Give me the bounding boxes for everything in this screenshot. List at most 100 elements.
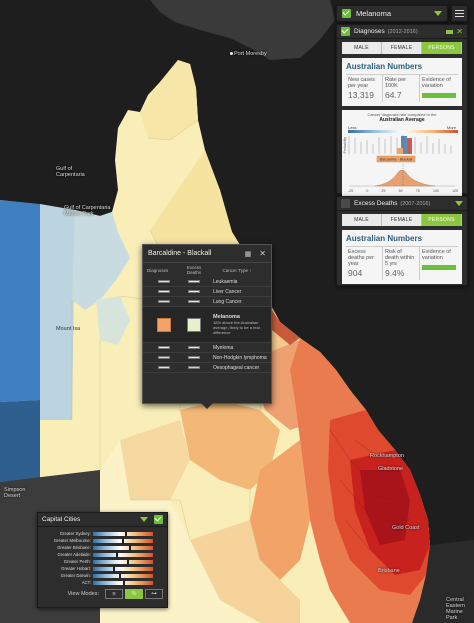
capital-name: Greater Melbourne:: [53, 538, 91, 543]
grid-icon[interactable]: ▦: [244, 250, 252, 258]
label-gold-coast: Gold Coast: [392, 525, 420, 531]
risk-label: Risk of death within 5 yrs: [385, 249, 415, 267]
excess-swatch: [188, 346, 200, 349]
capital-gradient-bar: [93, 579, 153, 586]
excess-collapse-icon[interactable]: [455, 201, 463, 206]
chart-caption-bold: Australian Average: [379, 117, 425, 123]
col-cancer-type[interactable]: Cancer Type ↑: [207, 268, 267, 273]
capital-row[interactable]: Greater Perth:: [38, 558, 167, 565]
excess-years: (2007-2016): [400, 200, 431, 207]
less-label: Less: [348, 125, 357, 130]
label-gladstone: Gladstone: [378, 466, 404, 472]
capital-name: ACT:: [81, 580, 91, 585]
tooltip-row[interactable]: Oesophageal cancer: [143, 363, 271, 373]
diagnoses-swatch: [158, 346, 170, 349]
excess-title: Excess Deaths: [354, 200, 398, 207]
diagnoses-checkbox[interactable]: [341, 27, 350, 36]
cancer-type-name: Oesophageal cancer: [213, 364, 260, 371]
tooltip-close-icon[interactable]: ✕: [259, 249, 266, 258]
selected-area-label: Barcaldine - Blackall: [380, 158, 413, 162]
tick: 100: [432, 189, 439, 193]
capital-gradient-bar: [93, 558, 153, 565]
diagnoses-swatch: [158, 356, 170, 359]
capital-row[interactable]: Greater Hobart:: [38, 565, 167, 572]
tab-female[interactable]: FEMALE: [382, 214, 422, 226]
close-icon[interactable]: ✕: [456, 27, 463, 36]
excess-deaths-value: 904: [348, 268, 363, 278]
tooltip-row[interactable]: Melanoma 18% above the Australian average…: [143, 307, 271, 343]
diagnoses-card: Australian Numbers New cases per year 13,…: [342, 58, 462, 106]
minimize-icon[interactable]: [446, 29, 454, 34]
cancer-dropdown-icon[interactable]: [434, 11, 442, 16]
capital-marker: [119, 572, 121, 579]
capital-row[interactable]: Greater Melbourne:: [38, 537, 167, 544]
diagnoses-sex-tabs: MALE FEMALE PERSONS: [342, 42, 462, 54]
cancer-type-name: Non-Hodgkin lymphoma: [213, 354, 267, 361]
diagnoses-swatch: [157, 317, 171, 332]
city-dot-port-moresby: [230, 52, 233, 55]
capital-marker: [129, 544, 132, 551]
menu-button[interactable]: [451, 5, 468, 22]
col-cancer-label: Cancer Type: [222, 267, 248, 273]
col-excess: Excess Deaths: [186, 265, 202, 275]
diagnoses-swatch: [158, 290, 170, 293]
capital-name: Greater Adelaide:: [57, 552, 91, 557]
variation-plot: Barcaldine - Blackall: [348, 135, 455, 187]
label-gulf-marine-park: Gulf of Carpentaria Marine Park: [64, 205, 111, 217]
x-ticks: -25 0 25 50 75 100 125: [348, 189, 458, 193]
view-modes: View Modes: ≡ % ⊶: [38, 586, 167, 599]
excess-checkbox[interactable]: [341, 199, 350, 208]
label-gulf-of-carpentaria: Gulf of Carpentaria: [56, 166, 85, 178]
capital-row[interactable]: Greater Brisbane:: [38, 544, 167, 551]
diagnoses-title: Diagnoses: [354, 28, 385, 35]
capital-row[interactable]: ACT:: [38, 579, 167, 586]
capital-name: Greater Perth:: [63, 559, 91, 564]
capital-row[interactable]: Greater Sydney:: [38, 530, 167, 537]
capital-name: Greater Sydney:: [59, 531, 91, 536]
cancer-selector[interactable]: Melanoma: [336, 5, 448, 22]
capital-row[interactable]: Greater Adelaide:: [38, 551, 167, 558]
capital-collapse-icon[interactable]: [140, 517, 148, 522]
capital-name: Greater Darwin:: [60, 573, 91, 578]
capital-cities-panel: Capital Cities Greater Sydney: Greater Me…: [37, 512, 168, 608]
cancer-type-description: 18% above the Australian average, likely…: [213, 320, 260, 335]
col-diagnoses: Diagnoses: [147, 267, 169, 273]
excess-swatch: [188, 300, 200, 303]
view-mode-slider-button[interactable]: ⊶: [145, 589, 163, 599]
excess-deaths-label: Excess deaths per year: [348, 249, 374, 267]
view-mode-percent-button[interactable]: %: [125, 589, 143, 599]
capital-checkbox[interactable]: [154, 515, 163, 524]
excess-sex-tabs: MALE FEMALE PERSONS: [342, 214, 462, 226]
view-mode-bars-button[interactable]: ≡: [105, 589, 123, 599]
tab-persons[interactable]: PERSONS: [422, 214, 462, 226]
capital-gradient-bar: [93, 551, 153, 558]
capital-marker: [123, 579, 126, 586]
capital-row[interactable]: Greater Darwin:: [38, 572, 167, 579]
cancer-name: Melanoma: [356, 9, 392, 18]
tab-male[interactable]: MALE: [342, 42, 382, 54]
cancer-checkbox[interactable]: [342, 9, 351, 18]
excess-header: Excess Deaths (2007-2016): [337, 197, 467, 211]
capital-gradient-bar: [93, 572, 153, 579]
evidence-label: Evidence of variation: [422, 77, 451, 89]
diagnoses-card-title: Australian Numbers: [346, 62, 423, 71]
tick: -25: [348, 189, 354, 193]
tooltip-row[interactable]: Myeloma: [143, 343, 271, 353]
tooltip-row[interactable]: Non-Hodgkin lymphoma: [143, 353, 271, 363]
tooltip-row[interactable]: Liver Cancer: [143, 287, 271, 297]
more-label: More: [446, 125, 456, 130]
evidence-bar: [422, 93, 456, 98]
capital-name: Greater Brisbane:: [57, 545, 91, 550]
tab-persons[interactable]: PERSONS: [422, 42, 462, 54]
rate-value: 64.7: [385, 90, 402, 100]
sort-arrow-icon: ↑: [249, 267, 252, 273]
tooltip-row[interactable]: Lung Cancer: [143, 297, 271, 307]
tab-male[interactable]: MALE: [342, 214, 382, 226]
tooltip-row[interactable]: Leukaemia: [143, 277, 271, 287]
tab-female[interactable]: FEMALE: [382, 42, 422, 54]
cancer-type-name: Lung Cancer: [213, 298, 242, 305]
view-modes-label: View Modes:: [67, 591, 99, 597]
new-cases-label: New cases per year: [348, 77, 375, 89]
new-cases-value: 13,319: [348, 90, 374, 100]
